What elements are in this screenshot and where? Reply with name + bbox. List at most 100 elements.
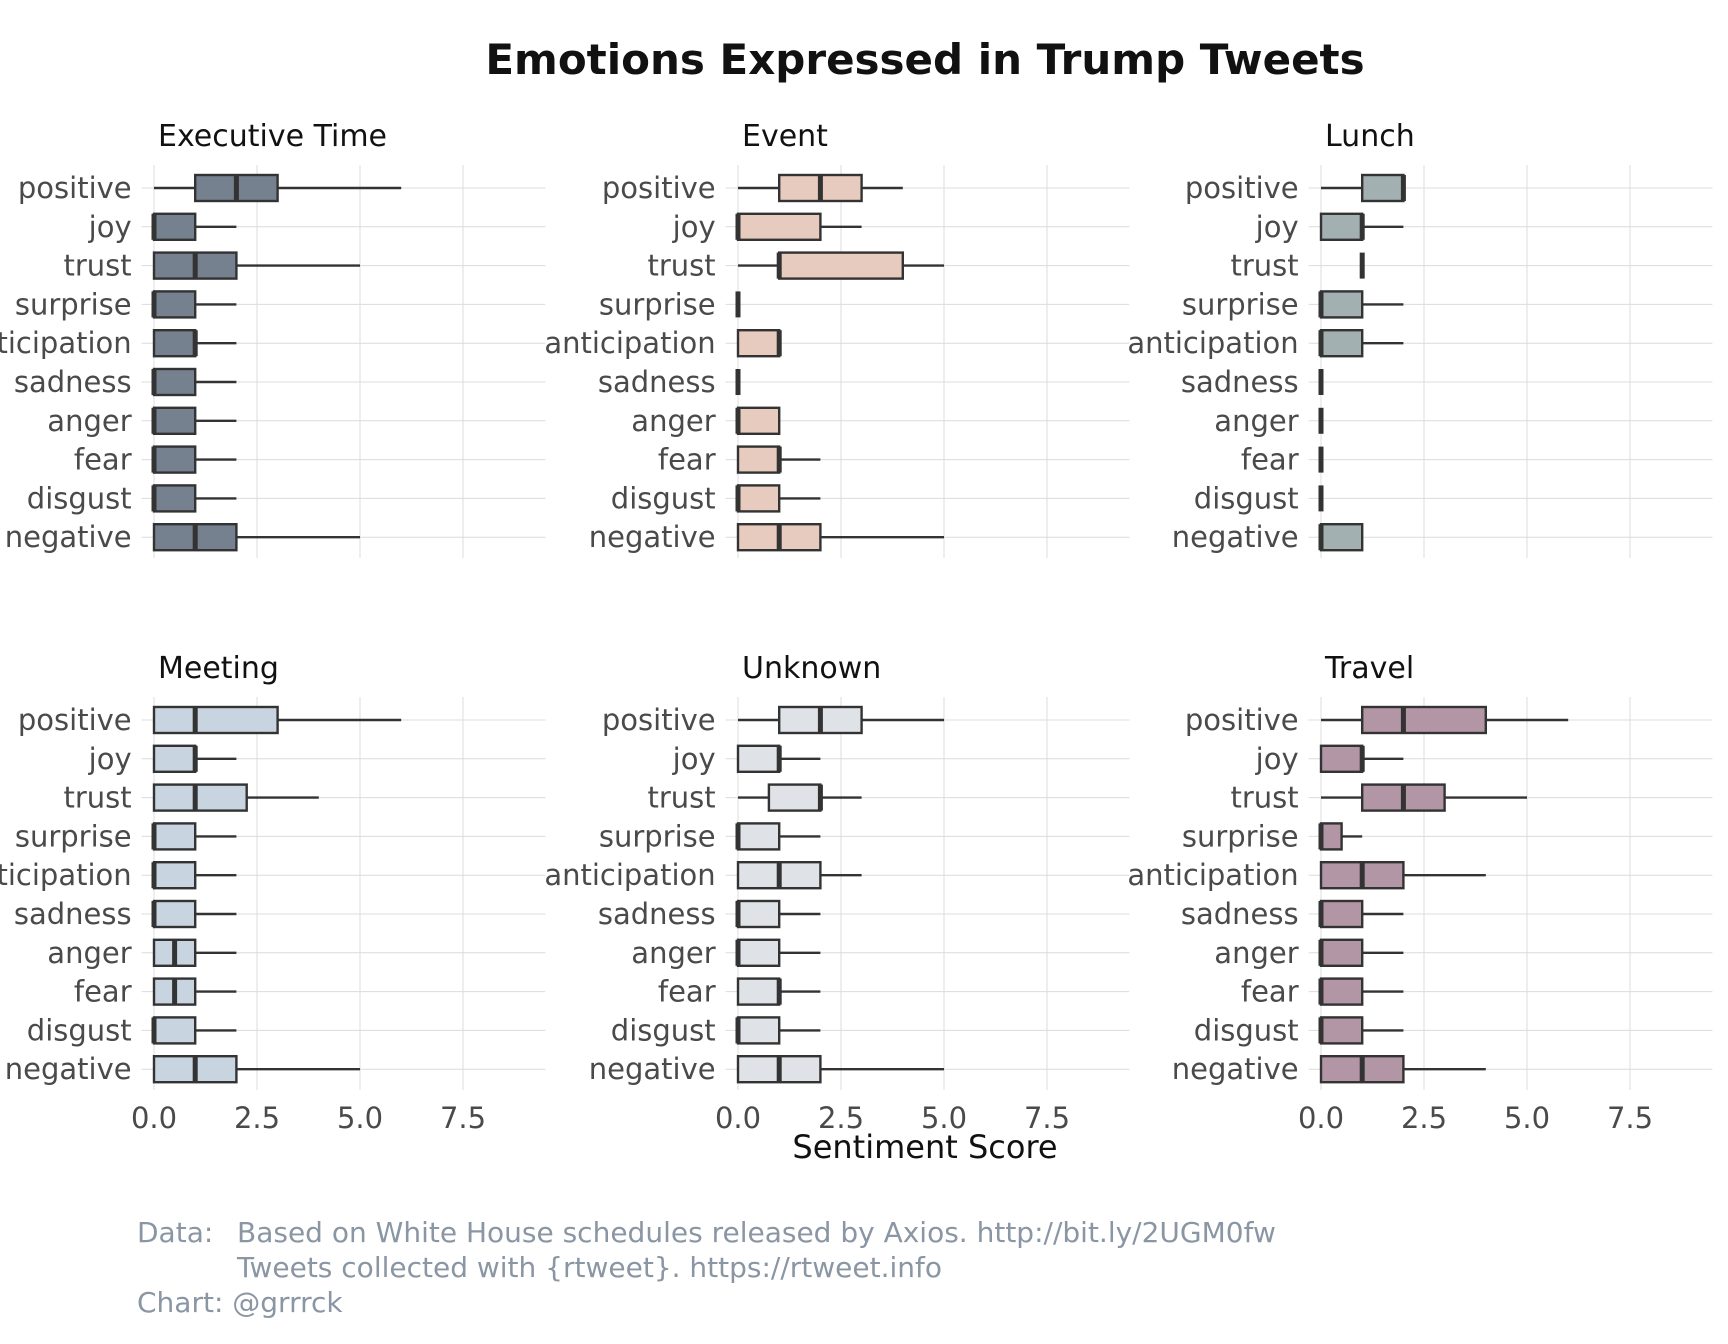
- category-label: joy: [88, 210, 132, 244]
- category-label: anticipation: [544, 858, 715, 892]
- box: [152, 290, 197, 319]
- x-tick-label: 0.0: [1298, 1101, 1344, 1135]
- category-label: joy: [672, 742, 716, 776]
- panel-event: Event positive joy trust surprise anticipatio…: [544, 119, 1130, 558]
- x-tick-label: 5.0: [1504, 1101, 1550, 1135]
- caption-chart-credit: Chart: @grrrck: [137, 1286, 343, 1319]
- panel-title: Executive Time: [158, 119, 387, 154]
- category-label: trust: [1230, 249, 1298, 283]
- category-label: negative: [589, 1052, 716, 1086]
- category-label: fear: [74, 443, 132, 477]
- caption-tweets-line: Tweets collected with {rtweet}. https://…: [237, 1251, 943, 1284]
- category-label: surprise: [15, 287, 132, 321]
- category-label: disgust: [27, 481, 132, 515]
- category-label: surprise: [1182, 819, 1299, 853]
- panel-title: Event: [742, 119, 828, 154]
- box: [1319, 523, 1364, 552]
- category-label: negative: [5, 520, 132, 554]
- box: [152, 822, 197, 851]
- box: [1319, 822, 1343, 851]
- caption-source-line: Based on White House schedules released …: [237, 1216, 1276, 1249]
- category-label: anger: [631, 936, 715, 970]
- box: [736, 938, 781, 967]
- category-label: positive: [602, 171, 716, 205]
- x-tick-label: 2.5: [818, 1101, 864, 1135]
- category-label: negative: [5, 1052, 132, 1086]
- box: [1319, 1016, 1364, 1045]
- box: [736, 822, 781, 851]
- box: [1319, 290, 1364, 319]
- category-label: surprise: [15, 819, 132, 853]
- category-label: joy: [672, 210, 716, 244]
- box: [152, 445, 197, 474]
- panel-travel: Travel positive joy trust surprise anticipati…: [1127, 651, 1713, 1135]
- box: [152, 744, 197, 773]
- category-label: surprise: [599, 287, 716, 321]
- category-label: disgust: [611, 481, 716, 515]
- category-label: anger: [47, 404, 131, 438]
- x-tick-label: 2.5: [234, 1101, 280, 1135]
- category-label: surprise: [1182, 287, 1299, 321]
- box: [1319, 744, 1364, 773]
- chart-title: Emotions Expressed in Trump Tweets: [485, 35, 1364, 84]
- category-label: anticipation: [0, 326, 132, 360]
- box: [152, 861, 197, 890]
- category-label: trust: [647, 249, 715, 283]
- category-label: anger: [1214, 936, 1298, 970]
- category-label: sadness: [1181, 365, 1299, 399]
- box: [152, 329, 197, 358]
- box: [1319, 938, 1364, 967]
- box: [736, 445, 781, 474]
- category-label: trust: [1230, 781, 1298, 815]
- category-label: disgust: [611, 1013, 716, 1047]
- category-label: anger: [47, 936, 131, 970]
- box: [152, 1016, 197, 1045]
- x-tick-label: 7.5: [1607, 1101, 1653, 1135]
- category-label: disgust: [27, 1013, 132, 1047]
- category-label: disgust: [1194, 1013, 1299, 1047]
- box: [1319, 899, 1364, 929]
- x-tick-label: 5.0: [921, 1101, 967, 1135]
- panel-title: Lunch: [1325, 119, 1415, 154]
- box: [736, 212, 822, 242]
- x-axis-label: Sentiment Score: [792, 1128, 1057, 1166]
- category-label: anticipation: [1127, 326, 1298, 360]
- box: [152, 406, 197, 435]
- x-tick-label: 7.5: [1024, 1101, 1070, 1135]
- box: [152, 484, 197, 513]
- box: [736, 977, 781, 1006]
- category-label: joy: [1255, 210, 1299, 244]
- category-label: sadness: [14, 897, 132, 931]
- category-label: anticipation: [1127, 858, 1298, 892]
- box: [152, 783, 248, 812]
- box: [1319, 977, 1364, 1006]
- panel-meeting: Meeting positive joy trust surprise anticipat…: [0, 651, 546, 1135]
- box: [767, 783, 822, 812]
- category-label: fear: [1241, 975, 1299, 1009]
- x-tick-label: 0.0: [715, 1101, 761, 1135]
- category-label: anger: [1214, 404, 1298, 438]
- panel-title: Meeting: [158, 651, 279, 686]
- box: [736, 406, 781, 435]
- category-label: anticipation: [544, 326, 715, 360]
- box: [736, 329, 781, 358]
- box: [1319, 329, 1364, 358]
- box: [736, 1016, 781, 1045]
- box: [736, 744, 781, 773]
- box: [152, 899, 197, 929]
- x-tick-label: 0.0: [131, 1101, 177, 1135]
- panel-title: Unknown: [742, 651, 881, 686]
- x-tick-label: 7.5: [440, 1101, 486, 1135]
- box: [152, 212, 197, 242]
- category-label: fear: [658, 443, 716, 477]
- category-label: positive: [18, 171, 132, 205]
- category-label: fear: [1241, 443, 1299, 477]
- category-label: trust: [63, 781, 131, 815]
- panel-lunch: Lunch positive joy trust surprise anticipatio…: [1127, 119, 1713, 558]
- category-label: sadness: [1181, 897, 1299, 931]
- category-label: negative: [1172, 1052, 1299, 1086]
- box: [152, 705, 279, 735]
- category-label: positive: [1185, 703, 1299, 737]
- panel-unknown: Unknown positive joy trust surprise anticipat…: [544, 651, 1130, 1135]
